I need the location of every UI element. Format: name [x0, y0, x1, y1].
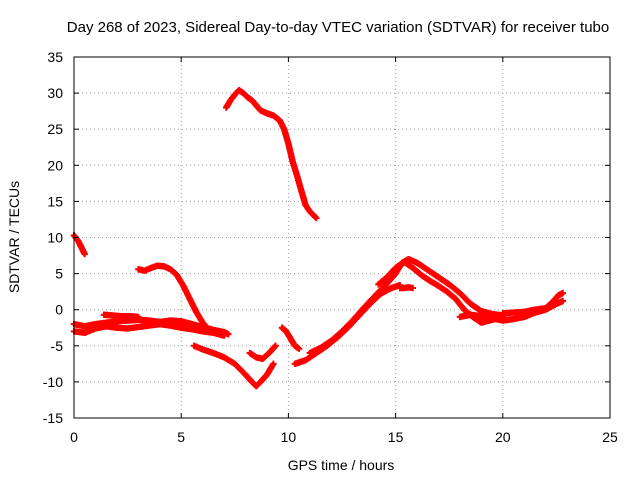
chart-title: Day 268 of 2023, Sidereal Day-to-day VTE…	[67, 19, 609, 36]
data-point	[409, 284, 416, 292]
x-axis: 0 5 10 15 20 25	[70, 57, 618, 445]
y-tick-label: 10	[47, 230, 63, 246]
y-tick-label: 25	[47, 121, 63, 137]
data-series-arc-03	[135, 262, 211, 331]
grid	[74, 57, 610, 418]
x-tick-label: 5	[177, 429, 185, 445]
y-tick-label: 30	[47, 85, 63, 101]
data-point	[295, 345, 303, 352]
data-series-arc-06	[100, 311, 142, 321]
data-point	[313, 214, 320, 222]
data-point	[220, 332, 228, 339]
data-point	[312, 213, 319, 221]
x-tick-label: 15	[388, 429, 404, 445]
y-tick-label: -5	[51, 338, 64, 354]
data-series-arc-01	[70, 232, 88, 258]
data-point	[135, 313, 142, 321]
data-point	[559, 297, 567, 305]
x-tick-label: 0	[70, 429, 78, 445]
data-series-arc-15	[499, 289, 567, 317]
data-series-arc-09	[278, 324, 303, 352]
y-tick-label: 0	[55, 302, 63, 318]
y-tick-label: -10	[43, 374, 63, 390]
data-series-arc-07	[190, 342, 277, 390]
plot-area	[70, 87, 567, 390]
y-tick-label: 15	[47, 193, 63, 209]
data-series-arc-05	[70, 320, 228, 339]
data-point	[270, 360, 277, 368]
data-series-arc-02	[223, 87, 320, 222]
y-axis: -15 -10 -5 0 5 10 15 20 25 30 35	[43, 49, 610, 426]
x-tick-label: 20	[495, 429, 511, 445]
x-axis-label: GPS time / hours	[288, 457, 395, 473]
data-series-arc-14	[456, 297, 567, 324]
data-point	[272, 342, 279, 349]
data-point	[225, 331, 232, 338]
x-tick-label: 10	[281, 429, 297, 445]
y-tick-label: 20	[47, 157, 63, 173]
y-tick-label: 35	[47, 49, 63, 65]
x-tick-label: 25	[602, 429, 618, 445]
data-point	[81, 250, 88, 258]
y-tick-label: 5	[55, 266, 63, 282]
data-series-arc-13	[396, 284, 416, 292]
data-series-arc-08	[246, 342, 279, 362]
y-axis-label: SDTVAR / TECUs	[6, 181, 22, 293]
data-point	[559, 289, 567, 297]
y-tick-label: -15	[43, 410, 63, 426]
